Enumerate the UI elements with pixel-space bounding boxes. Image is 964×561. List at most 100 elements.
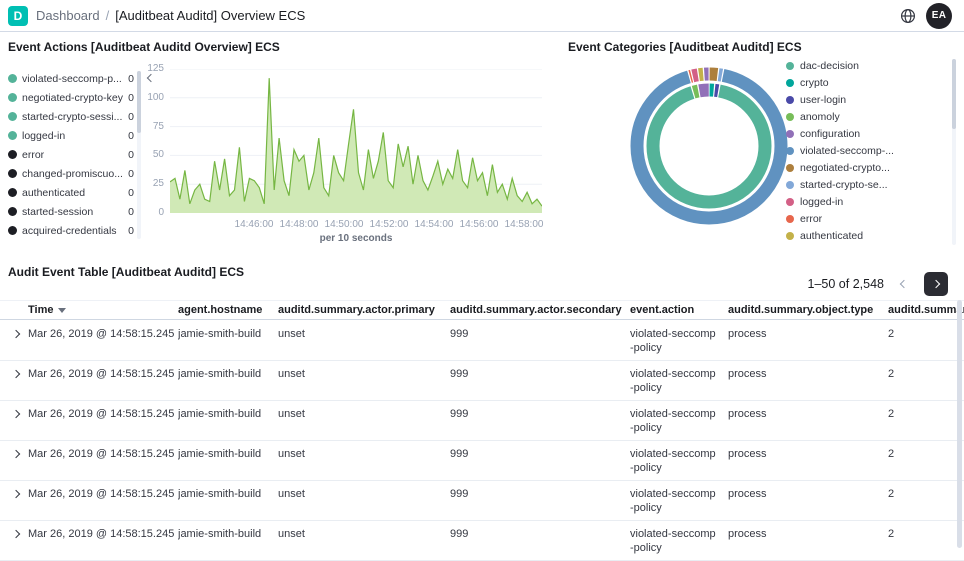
previous-page-button[interactable] [894, 274, 914, 294]
legend-label: dac-decision [800, 59, 859, 72]
legend-label: started-session [22, 205, 94, 218]
legend-item[interactable]: negotiated-crypto... [786, 159, 946, 176]
legend-label: started-crypto-se... [800, 178, 888, 191]
cell-expander [8, 481, 28, 520]
legend-label: authenticated [22, 186, 86, 199]
globe-icon[interactable] [898, 6, 918, 26]
legend-item[interactable]: error 0 [8, 145, 134, 164]
cell-expander [8, 401, 28, 440]
legend-item[interactable]: logged-in [786, 193, 946, 210]
legend-scrollbar-thumb[interactable] [137, 71, 141, 133]
cell-expander [8, 521, 28, 560]
pagination-range: 1–50 of 2,548 [807, 277, 884, 291]
legend-value: 0 [128, 224, 134, 237]
top-bar: D Dashboard / [Auditbeat Auditd] Overvie… [0, 0, 964, 32]
legend-scrollbar[interactable] [137, 71, 141, 239]
expand-row-button[interactable] [8, 486, 24, 502]
cell-event-action: violated-seccomp-policy [630, 488, 716, 514]
legend-value: 0 [128, 167, 134, 180]
x-tick-label: 14:48:00 [279, 219, 319, 230]
legend-item[interactable]: user-login [786, 91, 946, 108]
cell-expander [8, 321, 28, 360]
legend-scrollbar-thumb[interactable] [952, 59, 956, 129]
area-chart[interactable] [170, 69, 542, 213]
cell-agent-hostname: jamie-smith-build [178, 488, 262, 500]
legend-item[interactable]: logged-in 0 [8, 126, 134, 145]
legend-label: negotiated-crypto... [800, 161, 890, 174]
expand-row-button[interactable] [8, 366, 24, 382]
column-header-object-type[interactable]: auditd.summary.object.type [728, 304, 874, 316]
chevron-right-icon [11, 409, 21, 419]
legend-label: error [800, 212, 823, 225]
legend-item[interactable]: started-crypto-sessi... 0 [8, 107, 134, 126]
series-color-dot [8, 74, 17, 83]
column-header-agent-hostname[interactable]: agent.hostname [178, 304, 263, 316]
legend-item[interactable]: violated-seccomp-... [786, 142, 946, 159]
column-header-actor-secondary[interactable]: auditd.summary.actor.secondary [450, 304, 622, 316]
area-chart-y-axis: 125 100 75 50 25 0 [132, 63, 164, 219]
kibana-logo[interactable]: D [8, 5, 28, 26]
x-tick-label: 14:50:00 [324, 219, 364, 230]
next-page-button[interactable] [924, 272, 948, 296]
panel-event-actions: Event Actions [Auditbeat Auditd Overview… [0, 33, 556, 257]
column-header-time[interactable]: Time [28, 304, 178, 316]
legend-item[interactable]: started-session 0 [8, 202, 134, 221]
legend-label: configuration [800, 127, 861, 140]
series-color-dot [786, 61, 794, 70]
legend-item[interactable]: error [786, 210, 946, 227]
expand-row-button[interactable] [8, 326, 24, 342]
breadcrumb-dashboard-link[interactable]: Dashboard [36, 8, 100, 23]
legend-item[interactable]: started-crypto-se... [786, 176, 946, 193]
cell-time: Mar 26, 2019 @ 14:58:15.245 [28, 448, 175, 460]
cell-actor-secondary: 999 [450, 328, 469, 340]
legend-value: 0 [128, 205, 134, 218]
cell-object-type: process [728, 328, 767, 340]
cell-actor-primary: unset [278, 328, 305, 340]
chevron-right-icon [11, 369, 21, 379]
legend-label: authenticated [800, 229, 864, 242]
donut-chart[interactable] [624, 61, 794, 231]
chevron-right-icon [931, 279, 941, 289]
avatar[interactable]: EA [926, 2, 952, 29]
x-tick-label: 14:56:00 [459, 219, 499, 230]
x-tick-label: 14:54:00 [414, 219, 454, 230]
series-color-dot [786, 197, 794, 206]
cell-summary: 2 [888, 328, 895, 340]
series-color-dot [8, 169, 17, 178]
legend-item[interactable]: negotiated-crypto-key 0 [8, 88, 134, 107]
legend-item[interactable]: changed-promiscuo... 0 [8, 164, 134, 183]
expand-row-button[interactable] [8, 406, 24, 422]
legend-item[interactable]: violated-seccomp-p... 0 [8, 69, 134, 88]
column-header-summary[interactable]: auditd.summary [888, 304, 964, 316]
series-color-dot [8, 207, 17, 216]
series-color-dot [8, 131, 17, 140]
table-row: Mar 26, 2019 @ 14:58:15.245 jamie-smith-… [0, 401, 964, 441]
expand-row-button[interactable] [8, 526, 24, 542]
series-color-dot [786, 129, 794, 138]
legend-item[interactable]: acquired-credentials 0 [8, 221, 134, 240]
legend-item[interactable]: authenticated 0 [8, 183, 134, 202]
column-header-actor-primary[interactable]: auditd.summary.actor.primary [278, 304, 435, 316]
legend-item[interactable]: crypto [786, 74, 946, 91]
legend-item[interactable]: configuration [786, 125, 946, 142]
column-header-event-action[interactable]: event.action [630, 304, 695, 316]
legend-item[interactable]: anomoly [786, 108, 946, 125]
legend-item[interactable]: authenticated [786, 227, 946, 244]
expand-row-button[interactable] [8, 446, 24, 462]
chevron-left-icon [899, 279, 909, 289]
legend-item[interactable]: dac-decision [786, 57, 946, 74]
cell-time: Mar 26, 2019 @ 14:58:15.245 [28, 528, 175, 540]
legend-value: 0 [128, 186, 134, 199]
y-tick-label: 100 [147, 91, 164, 103]
event-actions-legend: violated-seccomp-p... 0 negotiated-crypt… [8, 69, 134, 240]
vertical-scrollbar[interactable] [957, 300, 962, 548]
pagination: 1–50 of 2,548 [808, 272, 948, 296]
legend-label: user-login [800, 93, 847, 106]
cell-summary: 2 [888, 528, 895, 540]
cell-agent-hostname: jamie-smith-build [178, 448, 262, 460]
legend-label: changed-promiscuo... [22, 167, 123, 180]
cell-summary: 2 [888, 488, 895, 500]
legend-scrollbar[interactable] [952, 59, 956, 245]
table-row: Mar 26, 2019 @ 14:58:15.245 jamie-smith-… [0, 441, 964, 481]
